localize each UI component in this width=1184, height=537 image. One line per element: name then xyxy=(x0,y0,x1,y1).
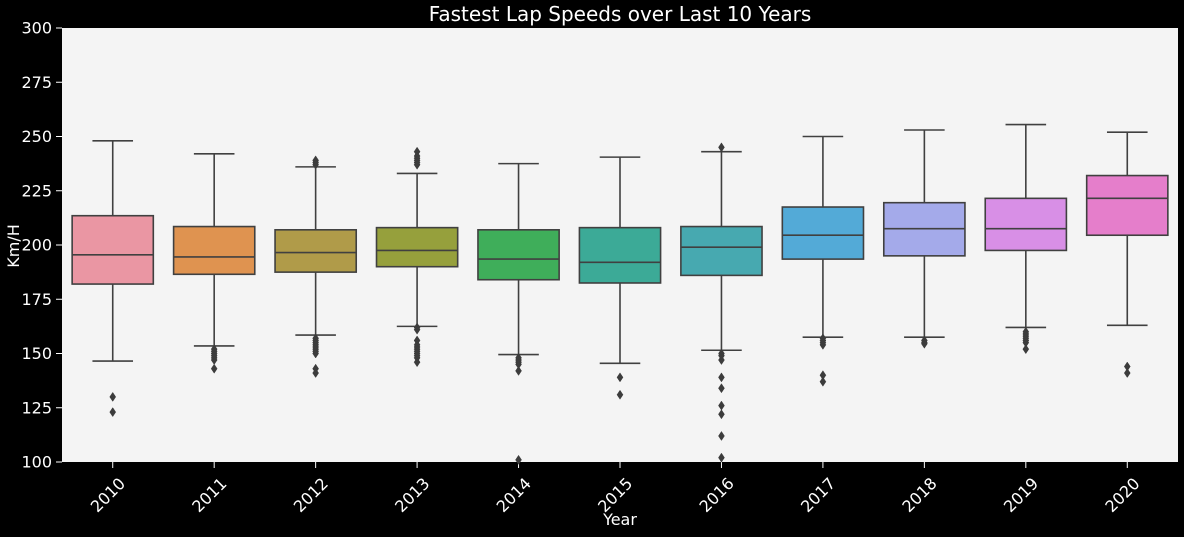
y-tick-label: 125 xyxy=(21,398,52,417)
outlier-point xyxy=(413,357,421,368)
box-group-2019 xyxy=(984,123,1068,355)
y-axis-label: Km/H xyxy=(4,224,23,268)
y-tick-label: 175 xyxy=(21,290,52,309)
y-tick-label: 200 xyxy=(21,236,52,255)
box-group-2016 xyxy=(680,142,763,463)
box-iqr xyxy=(172,225,256,276)
y-tick-label: 150 xyxy=(21,344,52,363)
outlier-point xyxy=(718,372,725,383)
box-iqr xyxy=(375,226,459,268)
y-axis: 100 125 150 175 200 225 250 275 300 xyxy=(21,19,62,472)
box-iqr xyxy=(984,197,1068,252)
box-iqr xyxy=(1085,174,1169,237)
y-tick-label: 275 xyxy=(21,73,52,92)
outlier-point xyxy=(1123,368,1131,378)
y-tick-label: 250 xyxy=(21,127,52,146)
outlier-point xyxy=(109,391,117,402)
outlier-point xyxy=(1022,344,1030,355)
outlier-point xyxy=(819,376,827,387)
outlier-point xyxy=(921,338,928,349)
outlier-point xyxy=(616,372,624,383)
outlier-point xyxy=(718,452,725,463)
outlier-point xyxy=(515,365,522,376)
outlier-point xyxy=(819,339,827,350)
chart-title: Fastest Lap Speeds over Last 10 Years xyxy=(429,2,812,26)
box-group-2013 xyxy=(375,146,459,368)
outlier-point xyxy=(109,407,117,418)
x-axis-label: Year xyxy=(602,510,637,529)
box-group-2015 xyxy=(578,156,662,400)
box-group-2011 xyxy=(172,153,256,374)
box-iqr xyxy=(781,206,865,260)
box-group-2017 xyxy=(781,135,865,387)
box-group-2012 xyxy=(274,155,358,378)
outlier-point xyxy=(210,363,218,374)
outlier-point xyxy=(312,348,319,359)
box-iqr xyxy=(578,226,662,284)
box-iqr xyxy=(71,214,155,285)
box-group-2010 xyxy=(71,140,155,418)
outlier-point xyxy=(718,355,725,365)
outlier-point xyxy=(413,159,421,170)
y-tick-label: 100 xyxy=(21,453,52,472)
box-iqr xyxy=(274,229,358,273)
outlier-point xyxy=(616,389,624,400)
outlier-point xyxy=(718,431,725,441)
outlier-point xyxy=(718,409,725,420)
outlier-point xyxy=(413,324,421,335)
outlier-point xyxy=(718,383,725,394)
box-group-2020 xyxy=(1085,131,1169,378)
y-tick-label: 225 xyxy=(21,181,52,200)
box-group-2014 xyxy=(477,162,560,465)
outlier-point xyxy=(718,142,725,153)
boxes-layer xyxy=(71,123,1169,465)
box-iqr xyxy=(680,225,763,277)
outlier-point xyxy=(312,368,319,378)
y-tick-label: 300 xyxy=(21,19,52,38)
outlier-point xyxy=(515,454,522,465)
box-group-2018 xyxy=(882,129,966,349)
box-iqr xyxy=(477,229,560,281)
outlier-point xyxy=(312,159,319,170)
